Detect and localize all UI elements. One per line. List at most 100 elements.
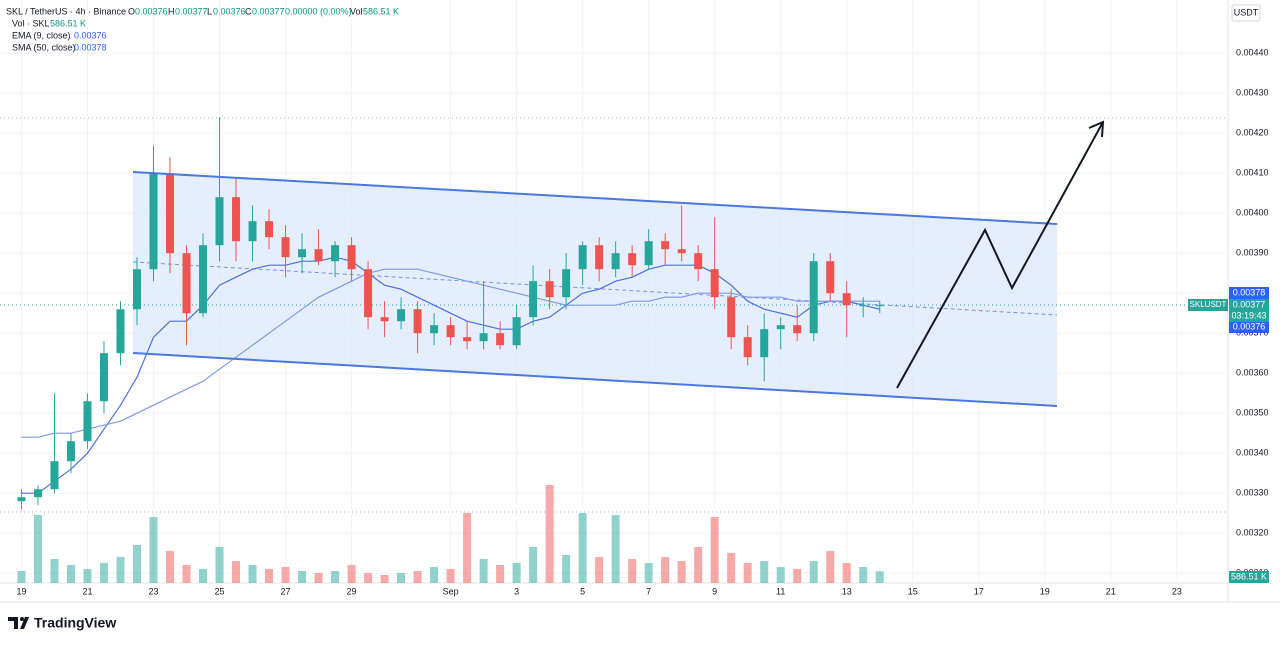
indicator-value: 0.00378 (74, 42, 107, 52)
candle-body (512, 317, 521, 346)
candle-body (743, 337, 752, 358)
volume-bar (842, 563, 851, 583)
candle-body (331, 245, 340, 262)
volume-bar (331, 571, 340, 583)
indicator-name: EMA (9, close) (12, 30, 71, 40)
x-tick-label: 19 (16, 586, 26, 596)
y-tick-label: 0.00340 (1236, 448, 1269, 458)
vol: 586.51 K (363, 6, 399, 16)
y-tick-label: 0.00330 (1236, 488, 1269, 498)
volume-bar (281, 567, 290, 583)
volume-bar (413, 571, 422, 583)
brand-dot[interactable] (20, 617, 24, 621)
volume-bar (710, 517, 719, 583)
candle-body (578, 245, 587, 270)
candle-body (215, 197, 224, 246)
volume-bar (694, 547, 703, 583)
volume-bar (199, 569, 208, 583)
volume-bar (446, 569, 455, 583)
x-tick-label: 5 (580, 586, 585, 596)
countdown: 03:19:43 (1231, 310, 1266, 320)
volume-bar (628, 559, 637, 583)
volume-bar (595, 557, 604, 583)
low: 0.00376 (213, 6, 246, 16)
volume-bar (83, 569, 92, 583)
volume-bar (545, 485, 554, 583)
currency-box[interactable] (1231, 4, 1261, 22)
vol-label: Vol (350, 6, 363, 16)
volume-bar (611, 515, 620, 583)
y-tick-label: 0.00430 (1236, 88, 1269, 98)
volume-bar (809, 561, 818, 583)
volume-bar (132, 545, 141, 583)
volume-bar (578, 513, 587, 583)
currency[interactable]: USDT (1234, 7, 1259, 17)
indicator-value: 0.00376 (74, 30, 107, 40)
candle-body (776, 325, 785, 330)
ema-tag (1229, 322, 1269, 333)
change: 0.00000 (0.00%) (285, 6, 352, 16)
y-tick-label: 0.00410 (1236, 168, 1269, 178)
indicator-line (21, 268, 880, 438)
candle-body (826, 261, 835, 294)
volume-bar (661, 557, 670, 583)
candle-body (842, 293, 851, 306)
volume-bar (314, 573, 323, 583)
volume-bar (364, 573, 373, 583)
volume-bar (677, 561, 686, 583)
candle-body (232, 197, 241, 242)
sma-tag (1229, 287, 1269, 299)
volume-bar (529, 547, 538, 583)
volume-bar (215, 547, 224, 583)
candle-body (760, 329, 769, 358)
candle-body (446, 325, 455, 338)
volume-bar (463, 513, 472, 583)
y-tick-label: 0.00320 (1236, 528, 1269, 538)
arrow-head (1088, 120, 1105, 138)
x-tick-label: 25 (215, 586, 225, 596)
candle-body (595, 245, 604, 270)
candle-body (298, 249, 307, 258)
volume-bar (166, 551, 175, 583)
candle-body (496, 333, 505, 346)
brand-name[interactable]: TradingView (34, 615, 116, 631)
volume-bar (380, 575, 389, 583)
y-tick-label: 0.00390 (1236, 248, 1269, 258)
symbol-tag-text: SKLUSDT (1190, 300, 1227, 309)
candle-body (562, 269, 571, 298)
legend: SKL / TetherUS · 4h · Binance O 0.00376 … (6, 6, 399, 52)
open-label: O (128, 6, 135, 16)
volume-bar (760, 561, 769, 583)
volume-bar (727, 553, 736, 583)
candle-body (265, 221, 274, 238)
brand-logo[interactable] (8, 617, 29, 629)
channel-bottom (132, 352, 1058, 407)
x-tick-label: Sep (443, 586, 459, 596)
y-tick-label: 0.00400 (1236, 208, 1269, 218)
volume-bar (397, 573, 406, 583)
x-tick-label: 15 (908, 586, 918, 596)
candle-body (347, 245, 356, 270)
y-tick-label: 0.00440 (1236, 48, 1269, 58)
high: 0.00377 (175, 6, 208, 16)
volume-bar (149, 517, 158, 583)
candle-body (809, 261, 818, 334)
sma-price: 0.00378 (1233, 287, 1266, 297)
candle-body (545, 281, 554, 298)
candle-body (166, 173, 175, 254)
x-tick-label: 3 (514, 586, 519, 596)
brand[interactable]: TradingView (8, 615, 116, 631)
volume-bar (826, 551, 835, 583)
candle-body (677, 249, 686, 254)
candle-body (479, 333, 488, 342)
x-tick-label: 29 (347, 586, 357, 596)
candle-body (33, 489, 42, 498)
channel-mid (132, 261, 1058, 316)
x-tick-label: 19 (1040, 586, 1050, 596)
candle-body (149, 173, 158, 270)
x-tick-label: 13 (842, 586, 852, 596)
candle-body (182, 253, 191, 314)
projection-arrow (896, 121, 1104, 389)
indicators (21, 256, 880, 494)
